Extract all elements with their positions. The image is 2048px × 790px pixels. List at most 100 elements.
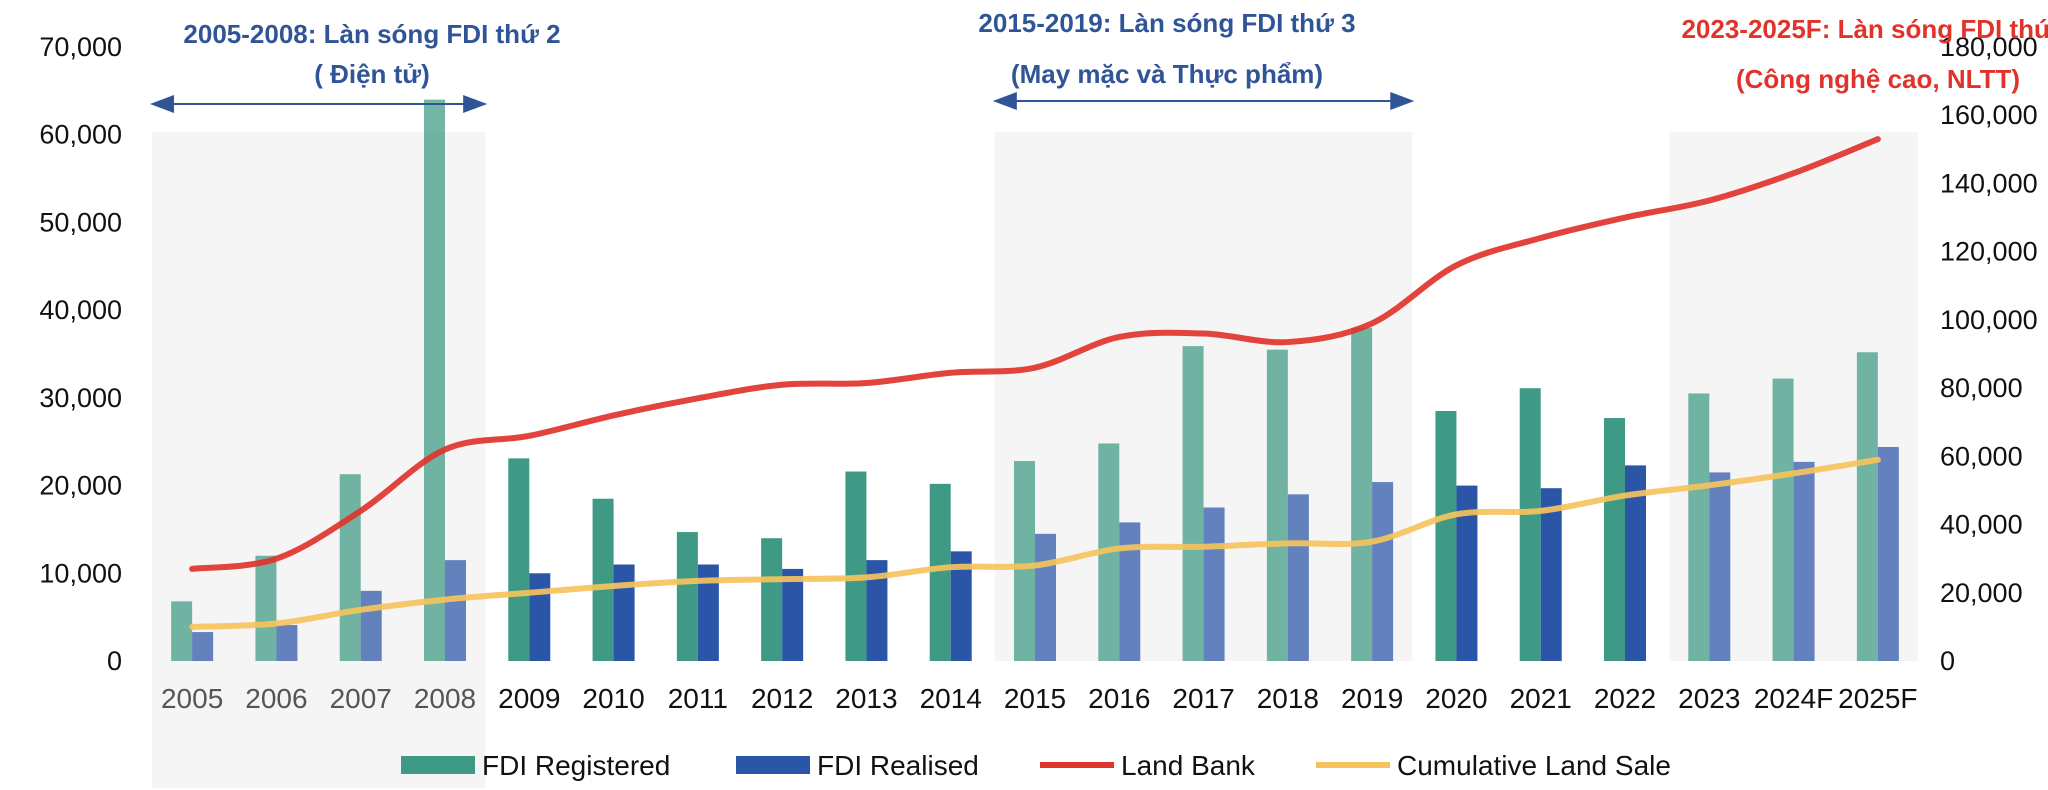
x-axis-tick-2013: 2013 <box>835 683 897 714</box>
legend-label-land-bank: Land Bank <box>1121 750 1256 781</box>
bar-fdi-realised-2016 <box>1119 522 1141 661</box>
annotation-3-title: 2023-2025F: Làn sóng FDI thứ 4 <box>1681 14 2048 44</box>
annotation-2-arrow-head-left <box>992 92 1017 110</box>
right-axis-tick: 140,000 <box>1940 168 2038 198</box>
right-axis-tick: 120,000 <box>1940 237 2038 267</box>
x-axis-tick-2022: 2022 <box>1594 683 1656 714</box>
right-axis-tick: 100,000 <box>1940 305 2038 335</box>
bar-fdi-realised-2009 <box>529 573 551 661</box>
annotation-2-subtitle: (May mặc và Thực phẩm) <box>1011 59 1323 89</box>
left-axis-tick: 10,000 <box>39 558 122 588</box>
bars-layer <box>171 99 1899 662</box>
bar-fdi-registered-2023 <box>1688 393 1710 661</box>
x-axis-tick-2005: 2005 <box>161 683 223 714</box>
bar-fdi-realised-2005 <box>192 632 214 661</box>
bar-fdi-realised-2010 <box>613 564 635 661</box>
x-axis-tick-2025F: 2025F <box>1838 683 1917 714</box>
right-axis-tick: 180,000 <box>1940 32 2038 62</box>
left-axis-tick: 0 <box>107 646 122 676</box>
line-land-bank <box>189 136 1881 572</box>
annotation-1-title: 2005-2008: Làn sóng FDI thứ 2 <box>183 19 560 49</box>
right-y-axis: 0 20,000 40,000 60,000 80,000 100,000 120,000 1… <box>1940 32 2038 676</box>
bar-fdi-realised-2015 <box>1035 533 1056 661</box>
lines-layer <box>189 136 1881 630</box>
right-axis-tick: 160,000 <box>1940 100 2038 130</box>
bar-fdi-registered-2009 <box>508 458 530 661</box>
annotation-1-subtitle: ( Điện tử) <box>314 59 430 89</box>
bar-fdi-registered-2013 <box>845 471 867 661</box>
bar-fdi-realised-2014 <box>950 551 972 661</box>
x-axis-tick-2018: 2018 <box>1257 683 1319 714</box>
bar-fdi-registered-2019 <box>1351 327 1373 661</box>
bar-fdi-registered-2018 <box>1266 349 1288 661</box>
bar-fdi-realised-2008 <box>445 560 466 661</box>
annotation-2-title: 2015-2019: Làn sóng FDI thứ 3 <box>978 8 1355 38</box>
legend-label-cumulative-land-sale: Cumulative Land Sale <box>1397 750 1671 781</box>
bar-fdi-realised-2024F <box>1793 461 1815 661</box>
bar-fdi-registered-2005 <box>171 601 193 661</box>
left-axis-tick: 40,000 <box>39 295 122 325</box>
annotation-3-subtitle: (Công nghệ cao, NLTT) <box>1736 64 2020 94</box>
bar-fdi-realised-2006 <box>276 625 298 661</box>
x-axis-tick-2007: 2007 <box>330 683 392 714</box>
right-axis-tick: 80,000 <box>1940 373 2023 403</box>
bar-fdi-registered-2010 <box>592 498 614 661</box>
bar-fdi-registered-2025F <box>1856 352 1878 661</box>
bar-fdi-realised-2025F <box>1877 446 1899 661</box>
bar-fdi-realised-2022 <box>1625 465 1646 661</box>
bar-fdi-realised-2013 <box>866 560 888 661</box>
bar-fdi-registered-2021 <box>1519 388 1541 661</box>
bar-fdi-registered-2007 <box>339 474 361 661</box>
bar-fdi-realised-2011 <box>697 564 719 661</box>
x-axis-tick-2023: 2023 <box>1678 683 1740 714</box>
left-axis-tick: 60,000 <box>39 120 122 150</box>
bar-fdi-registered-2015 <box>1014 461 1035 661</box>
bar-fdi-registered-2011 <box>676 532 698 661</box>
bar-fdi-registered-2014 <box>929 483 951 661</box>
bar-fdi-registered-2022 <box>1604 418 1625 661</box>
x-axis-tick-2008: 2008 <box>414 683 476 714</box>
bar-fdi-realised-2012 <box>782 568 804 661</box>
legend-label-fdi-realised: FDI Realised <box>817 750 979 781</box>
bar-fdi-realised-2020 <box>1456 485 1478 661</box>
right-axis-tick: 20,000 <box>1940 578 2023 608</box>
bar-fdi-registered-2012 <box>761 538 783 661</box>
left-axis-tick: 20,000 <box>39 471 122 501</box>
bar-fdi-realised-2018 <box>1287 494 1309 661</box>
left-axis-tick: 30,000 <box>39 383 122 413</box>
annotation-1-arrow-head-left <box>150 95 174 113</box>
x-axis-tick-2017: 2017 <box>1172 683 1234 714</box>
x-axis-tick-2011: 2011 <box>668 683 728 714</box>
left-axis-tick: 70,000 <box>39 32 122 62</box>
bar-fdi-realised-2007 <box>360 590 382 661</box>
bar-fdi-realised-2019 <box>1372 482 1394 661</box>
x-axis: 2005 2006 2007 2008 2009 2010 2011 2012 2013 2014… <box>161 683 1918 714</box>
legend-swatch-fdi-realised <box>736 756 810 774</box>
line-cumulative-land-sale <box>189 456 1881 630</box>
right-axis-tick: 40,000 <box>1940 510 2023 540</box>
x-axis-tick-2016: 2016 <box>1088 683 1150 714</box>
annotation-1-arrow-head-right <box>463 95 488 113</box>
annotation-2-arrow-head-right <box>1390 92 1415 110</box>
x-axis-tick-2021: 2021 <box>1510 683 1572 714</box>
right-axis-tick: 0 <box>1940 646 1955 676</box>
legend-label-fdi-registered: FDI Registered <box>482 750 670 781</box>
x-axis-tick-2010: 2010 <box>582 683 644 714</box>
x-axis-tick-2014: 2014 <box>920 683 982 714</box>
x-axis-tick-2006: 2006 <box>245 683 307 714</box>
left-y-axis: 0 10,000 20,000 30,000 40,000 50,000 60,000 70,… <box>39 32 122 676</box>
x-axis-tick-2019: 2019 <box>1341 683 1403 714</box>
x-axis-tick-2009: 2009 <box>498 683 560 714</box>
x-axis-tick-2020: 2020 <box>1425 683 1487 714</box>
x-axis-tick-2015: 2015 <box>1004 683 1066 714</box>
bar-fdi-realised-2017 <box>1203 507 1225 661</box>
bar-fdi-registered-2017 <box>1182 346 1204 661</box>
right-axis-tick: 60,000 <box>1940 441 2023 471</box>
bar-fdi-realised-2021 <box>1540 488 1562 661</box>
bar-fdi-realised-2023 <box>1709 472 1731 661</box>
left-axis-tick: 50,000 <box>39 207 122 237</box>
bar-fdi-registered-2024F <box>1772 378 1794 661</box>
legend: FDI Registered FDI Realised Land Bank Cumul… <box>401 750 1671 781</box>
x-axis-tick-2012: 2012 <box>751 683 813 714</box>
